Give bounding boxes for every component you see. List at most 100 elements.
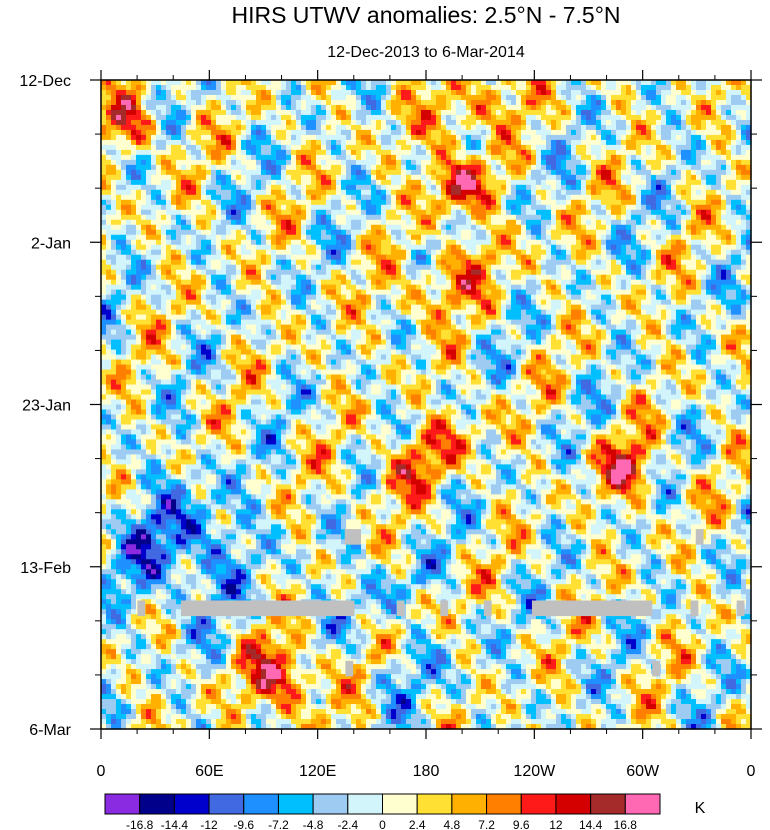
field-cell <box>446 160 452 166</box>
field-cell <box>206 180 212 186</box>
field-cell <box>221 190 227 196</box>
field-cell <box>236 155 242 161</box>
field-cell <box>716 105 722 111</box>
field-cell <box>166 120 172 126</box>
field-cell <box>151 155 157 161</box>
field-cell <box>391 165 397 171</box>
field-cell <box>316 85 322 91</box>
field-cell <box>476 150 482 156</box>
field-cell <box>481 150 487 156</box>
field-cell <box>401 140 407 146</box>
field-cell <box>136 95 142 101</box>
field-cell <box>261 105 267 111</box>
field-cell <box>131 120 137 126</box>
field-cell <box>126 155 132 161</box>
field-cell <box>481 180 487 186</box>
field-cell <box>311 195 317 201</box>
field-cell <box>131 165 137 171</box>
field-cell <box>236 105 242 111</box>
field-cell <box>306 160 312 166</box>
field-cell <box>216 135 222 141</box>
field-cell <box>611 95 617 101</box>
field-cell <box>386 125 392 131</box>
field-cell <box>681 180 687 186</box>
field-cell <box>726 90 732 96</box>
field-cell <box>351 135 357 141</box>
field-cell <box>631 85 637 91</box>
field-cell <box>421 170 427 176</box>
field-cell <box>566 145 572 151</box>
field-cell <box>386 190 392 196</box>
field-cell <box>736 165 742 171</box>
field-cell <box>541 125 547 131</box>
field-cell <box>661 160 667 166</box>
field-cell <box>476 125 482 131</box>
field-cell <box>536 170 542 176</box>
field-cell <box>596 85 602 91</box>
field-cell <box>736 170 742 176</box>
field-cell <box>111 195 117 201</box>
field-cell <box>261 170 267 176</box>
field-cell <box>336 135 342 141</box>
field-cell <box>146 165 152 171</box>
field-cell <box>321 120 327 126</box>
field-cell <box>656 180 662 186</box>
field-cell <box>296 130 302 136</box>
field-cell <box>336 155 342 161</box>
field-cell <box>286 105 292 111</box>
field-cell <box>596 150 602 156</box>
field-cell <box>316 165 322 171</box>
field-cell <box>316 170 322 176</box>
field-cell <box>416 120 422 126</box>
field-cell <box>541 115 547 121</box>
field-cell <box>571 190 577 196</box>
field-cell <box>631 150 637 156</box>
field-cell <box>411 175 417 181</box>
field-cell <box>741 100 747 106</box>
field-cell <box>221 180 227 186</box>
field-cell <box>706 155 712 161</box>
field-cell <box>426 80 432 86</box>
field-cell <box>226 170 232 176</box>
field-cell <box>491 170 497 176</box>
field-cell <box>551 120 557 126</box>
field-cell <box>606 115 612 121</box>
field-cell <box>406 155 412 161</box>
field-cell <box>246 85 252 91</box>
field-cell <box>481 85 487 91</box>
field-cell <box>191 195 197 201</box>
field-cell <box>456 165 462 171</box>
field-cell <box>531 115 537 121</box>
field-cell <box>721 175 727 181</box>
field-cell <box>521 175 527 181</box>
field-cell <box>336 100 342 106</box>
field-cell <box>131 140 137 146</box>
field-cell <box>676 195 682 201</box>
field-cell <box>356 150 362 156</box>
field-cell <box>341 80 347 86</box>
field-cell <box>676 135 682 141</box>
field-cell <box>536 160 542 166</box>
field-cell <box>121 165 127 171</box>
field-cell <box>266 110 272 116</box>
field-cell <box>681 80 687 86</box>
field-cell <box>436 105 442 111</box>
field-cell <box>636 80 642 86</box>
field-cell <box>421 150 427 156</box>
field-cell <box>706 85 712 91</box>
field-cell <box>316 150 322 156</box>
field-cell <box>366 165 372 171</box>
field-cell <box>586 80 592 86</box>
field-cell <box>521 80 527 86</box>
field-cell <box>316 110 322 116</box>
field-cell <box>371 120 377 126</box>
field-cell <box>341 150 347 156</box>
field-cell <box>116 195 122 201</box>
field-cell <box>426 185 432 191</box>
field-cell <box>481 105 487 111</box>
field-cell <box>541 165 547 171</box>
field-cell <box>536 105 542 111</box>
field-cell <box>511 190 517 196</box>
field-cell <box>666 95 672 101</box>
field-cell <box>671 170 677 176</box>
